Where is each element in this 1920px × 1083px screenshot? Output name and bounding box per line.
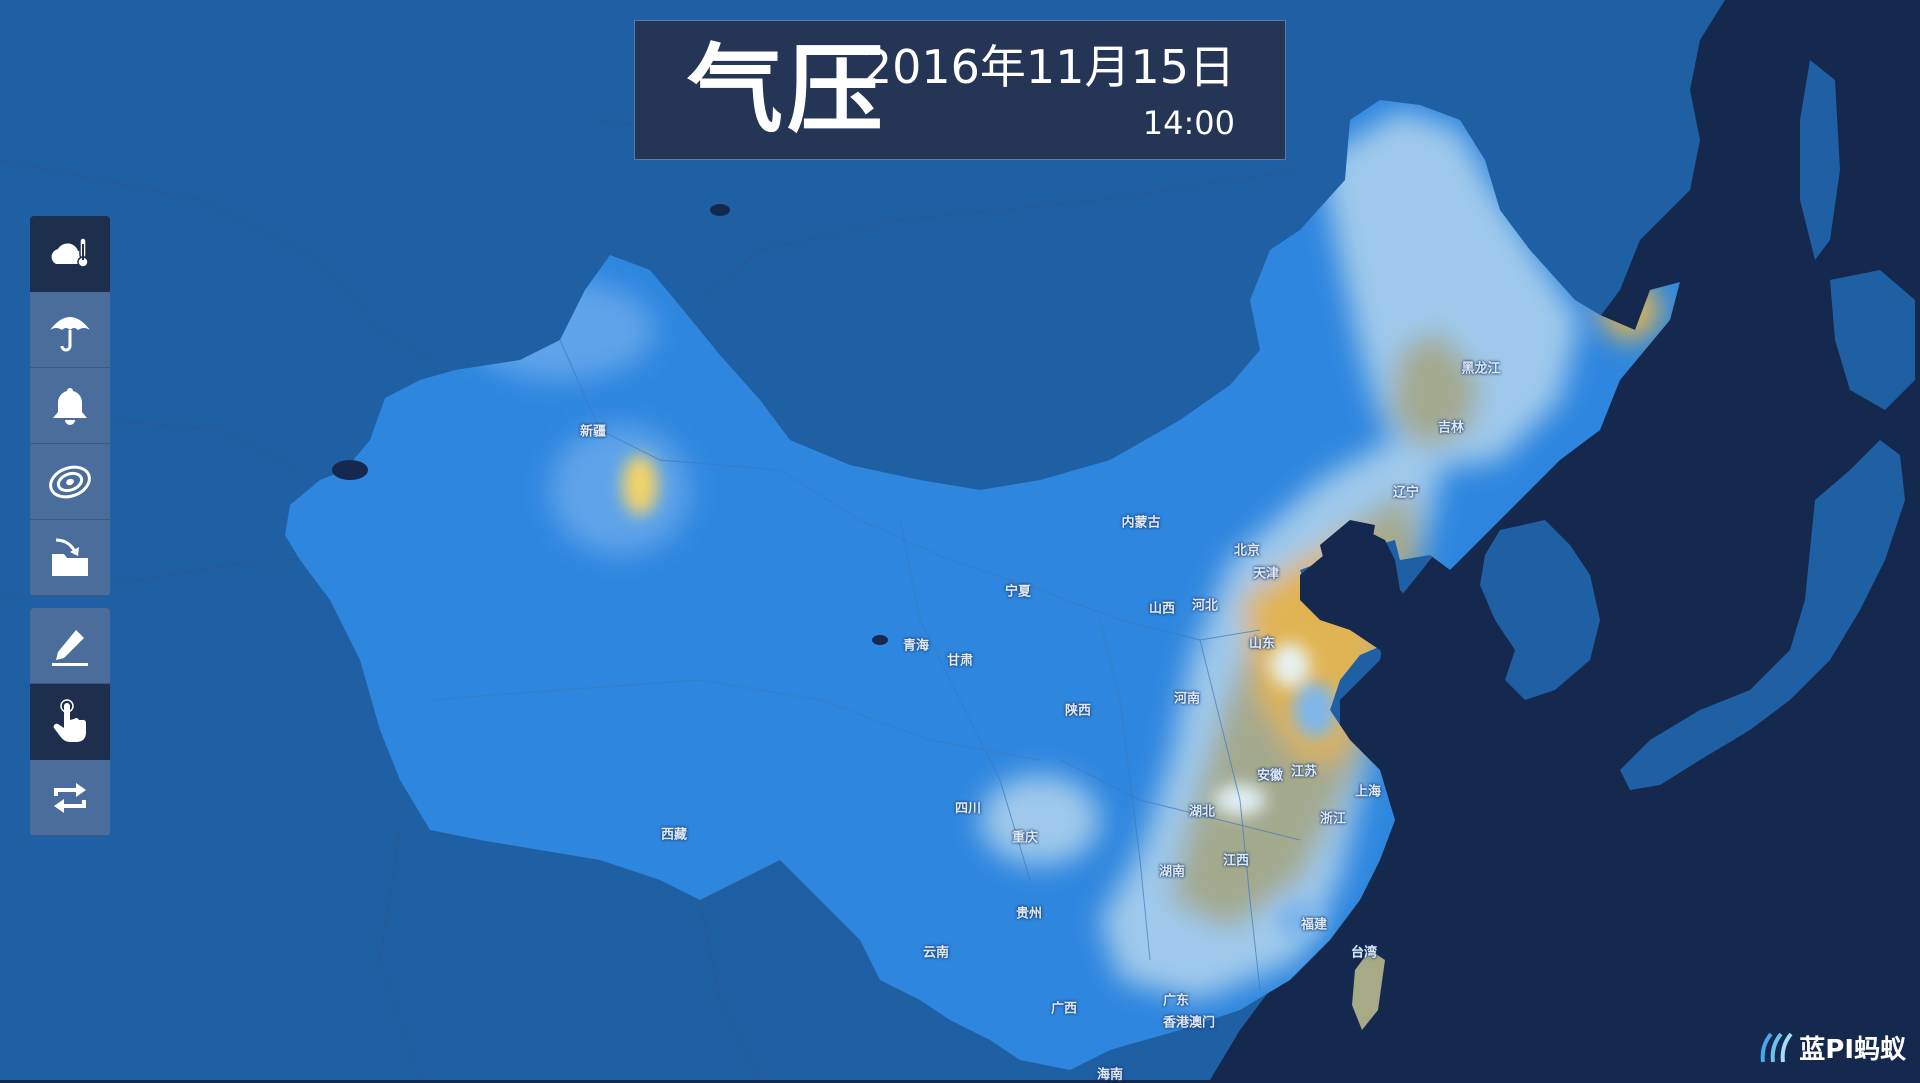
draw-button[interactable] [30,608,110,684]
bohai-bay [1320,520,1375,565]
pressure-contour-button[interactable] [30,444,110,520]
province-label: 青海 [902,638,930,654]
loop-arrows-icon [54,782,86,813]
refresh-button[interactable] [30,760,110,836]
import-button[interactable] [30,520,110,596]
province-label: 贵州 [1015,906,1043,922]
province-label: 广西 [1050,1001,1078,1017]
province-label: 天津 [1252,566,1280,582]
title-panel: 气压 2016年11月15日 14:00 [634,20,1286,160]
province-label: 辽宁 [1392,485,1420,501]
province-label: 湖北 [1188,804,1216,820]
wave-logo-icon [1760,1032,1793,1062]
province-label: 海南 [1096,1067,1124,1083]
sakhalin [1800,60,1840,260]
umbrella-icon [50,316,90,351]
left-toolbar [30,216,110,848]
contour-icon [49,465,91,498]
province-label: 安徽 [1256,768,1284,784]
brand-logo: 蓝PI蚂蚁 [1757,1029,1906,1066]
map-date: 2016年11月15日 [862,40,1235,94]
weather-temperature-button[interactable] [30,216,110,292]
province-borders [429,339,1301,991]
province-label: 河北 [1191,598,1219,614]
province-label: 西藏 [660,827,688,843]
province-label: 云南 [922,945,950,961]
province-label: 新疆 [579,424,607,440]
province-label: 山东 [1248,636,1276,652]
alert-button[interactable] [30,368,110,444]
hand-pointer-icon [53,698,87,742]
layer-title: 气压 [687,34,887,146]
province-label: 浙江 [1319,811,1347,827]
taiwan-island [1352,950,1385,1030]
province-label: 湖南 [1158,864,1186,880]
province-label: 北京 [1233,543,1261,559]
bell-icon [53,387,87,425]
province-label: 山西 [1148,601,1176,617]
province-label: 上海 [1354,784,1382,800]
folder-arrow-icon [52,538,88,576]
province-label: 重庆 [1011,830,1039,846]
brand-name: 蓝PI蚂蚁 [1799,1035,1906,1065]
pen-icon [52,629,88,666]
province-label: 福建 [1300,917,1328,933]
province-label: 黑龙江 [1461,361,1501,377]
province-label: 内蒙古 [1121,515,1161,531]
province-label: 宁夏 [1004,584,1032,600]
province-label: 台湾 [1350,945,1378,961]
hokkaido [1830,270,1915,410]
toolbar-group-tools [30,608,110,836]
pointer-button[interactable] [30,684,110,760]
province-label: 广东 [1162,993,1190,1009]
province-label: 甘肃 [946,653,974,669]
toolbar-group-layers [30,216,110,596]
province-label: 江苏 [1290,764,1318,780]
province-label: 河南 [1173,691,1201,707]
province-label: 吉林 [1437,420,1465,436]
rain-button[interactable] [30,292,110,368]
province-label: 陕西 [1064,703,1092,719]
japan-islands [1620,440,1905,790]
province-label: 香港澳门 [1162,1015,1216,1031]
korean-peninsula [1480,520,1600,700]
province-label: 四川 [954,801,982,817]
bohai-sea [1300,530,1480,730]
cloud-thermometer-icon [51,236,89,268]
map-time: 14:00 [1142,104,1235,142]
province-label: 江西 [1222,853,1250,869]
